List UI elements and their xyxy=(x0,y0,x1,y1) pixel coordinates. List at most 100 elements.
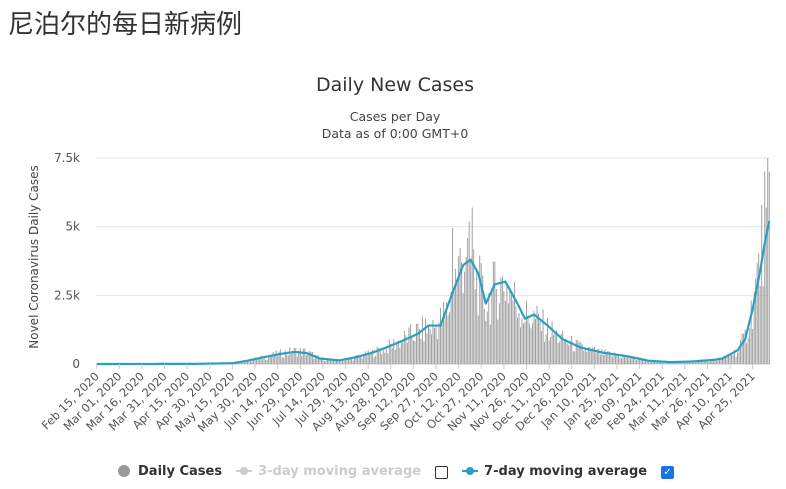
bar-daily-cases xyxy=(441,322,443,364)
bar-daily-cases xyxy=(373,357,375,364)
bar-daily-cases xyxy=(470,258,472,364)
bar-daily-cases xyxy=(351,357,353,364)
bar-daily-cases xyxy=(372,349,374,364)
bar-daily-cases xyxy=(562,330,564,364)
bar-daily-cases xyxy=(467,237,469,364)
seven-day-average-line xyxy=(96,220,771,366)
3-day-average-checkbox[interactable] xyxy=(435,465,449,479)
7-day-average-checkbox[interactable]: ✓ xyxy=(661,465,675,479)
bar-daily-cases xyxy=(569,340,571,364)
bar-daily-cases xyxy=(400,340,402,364)
bar-daily-cases xyxy=(298,350,300,364)
bar-daily-cases xyxy=(399,347,401,364)
bar-daily-cases xyxy=(697,360,699,364)
bar-daily-cases xyxy=(453,290,455,364)
legend-item-daily-cases[interactable]: Daily Cases xyxy=(118,464,222,479)
bar-daily-cases xyxy=(266,359,268,364)
bar-daily-cases xyxy=(317,355,319,364)
bar-daily-cases xyxy=(560,333,562,364)
bar-daily-cases xyxy=(378,348,380,364)
bar-daily-cases xyxy=(446,302,448,364)
bar-daily-cases xyxy=(408,327,410,364)
bar-daily-cases xyxy=(320,358,322,364)
legend-label: Daily Cases xyxy=(138,463,223,479)
bar-daily-cases xyxy=(495,289,497,364)
bar-daily-cases xyxy=(621,358,622,364)
bar-daily-cases xyxy=(247,361,248,364)
bar-daily-cases xyxy=(415,324,417,364)
bar-daily-cases xyxy=(607,350,609,364)
bar-daily-cases xyxy=(308,350,310,364)
bar-daily-cases xyxy=(271,355,273,364)
bar-daily-cases xyxy=(277,356,279,364)
bar-daily-cases xyxy=(390,343,392,364)
bar-daily-cases xyxy=(756,263,758,364)
bar-daily-cases xyxy=(532,323,533,364)
bar-daily-cases xyxy=(423,341,425,364)
bar-daily-cases xyxy=(563,341,565,364)
bar-daily-cases xyxy=(435,326,437,364)
bar-daily-cases xyxy=(553,334,555,364)
bar-daily-cases xyxy=(507,303,509,364)
bar-daily-cases xyxy=(529,323,530,364)
bar-daily-cases xyxy=(366,355,368,364)
legend-item-7-day-average[interactable]: 7-day moving average xyxy=(462,464,647,479)
bar-daily-cases xyxy=(299,348,301,364)
bar-daily-cases xyxy=(360,355,362,364)
bar-daily-cases xyxy=(302,348,304,364)
bar-daily-cases xyxy=(450,291,452,364)
bar-daily-cases xyxy=(301,355,303,364)
bar-daily-cases xyxy=(761,204,763,364)
y-axis-label: Novel Coronavirus Daily Cases xyxy=(27,165,41,348)
bar-daily-cases xyxy=(728,354,729,364)
bar-daily-cases xyxy=(747,337,749,364)
bar-daily-cases xyxy=(767,158,769,364)
bar-daily-cases xyxy=(354,356,356,364)
bar-daily-cases xyxy=(253,359,255,364)
bar-daily-cases xyxy=(455,268,457,364)
bar-daily-cases xyxy=(708,361,710,364)
bar-daily-cases xyxy=(618,355,619,364)
bar-daily-cases xyxy=(670,362,672,364)
bar-daily-cases xyxy=(452,228,454,364)
bar-daily-cases xyxy=(709,359,711,364)
bar-daily-cases xyxy=(702,360,704,364)
bar-daily-cases xyxy=(599,354,601,364)
bar-daily-cases xyxy=(403,331,405,364)
bar-daily-cases xyxy=(328,359,330,364)
bar-daily-cases xyxy=(673,362,675,364)
bar-daily-cases xyxy=(519,327,521,364)
bar-daily-cases xyxy=(349,358,351,364)
bar-daily-cases xyxy=(645,359,647,364)
bar-daily-cases xyxy=(518,313,520,364)
daily-cases-bars xyxy=(111,158,770,364)
bar-daily-cases xyxy=(613,352,615,364)
bar-daily-cases xyxy=(397,340,399,364)
bar-daily-cases xyxy=(694,361,696,364)
bar-daily-cases xyxy=(605,353,607,364)
bar-daily-cases xyxy=(501,276,503,364)
bar-daily-cases xyxy=(465,256,467,364)
bar-daily-cases xyxy=(544,342,546,364)
bar-daily-cases xyxy=(394,349,396,364)
bar-daily-cases xyxy=(750,300,752,364)
bar-daily-cases xyxy=(426,333,428,364)
bar-daily-cases xyxy=(643,361,645,364)
bar-daily-cases xyxy=(729,355,731,364)
bar-daily-cases xyxy=(268,356,270,364)
bar-daily-cases xyxy=(548,340,550,364)
legend: Daily Cases 3-day moving average 7-day m… xyxy=(118,460,688,482)
chart-subtitle: Cases per Day xyxy=(350,109,441,124)
bar-daily-cases xyxy=(254,357,256,364)
bar-daily-cases xyxy=(420,338,422,364)
bar-daily-cases xyxy=(566,343,568,364)
bar-daily-cases xyxy=(323,361,325,364)
legend-label: 7-day moving average xyxy=(484,463,648,479)
bar-daily-cases xyxy=(716,360,717,364)
bar-daily-cases xyxy=(314,354,316,364)
bar-daily-cases xyxy=(631,358,633,364)
bar-daily-cases xyxy=(244,362,245,364)
legend-marker-line xyxy=(462,467,479,475)
bar-daily-cases xyxy=(265,359,267,364)
legend-item-3-day-average[interactable]: 3-day moving average xyxy=(236,464,421,479)
